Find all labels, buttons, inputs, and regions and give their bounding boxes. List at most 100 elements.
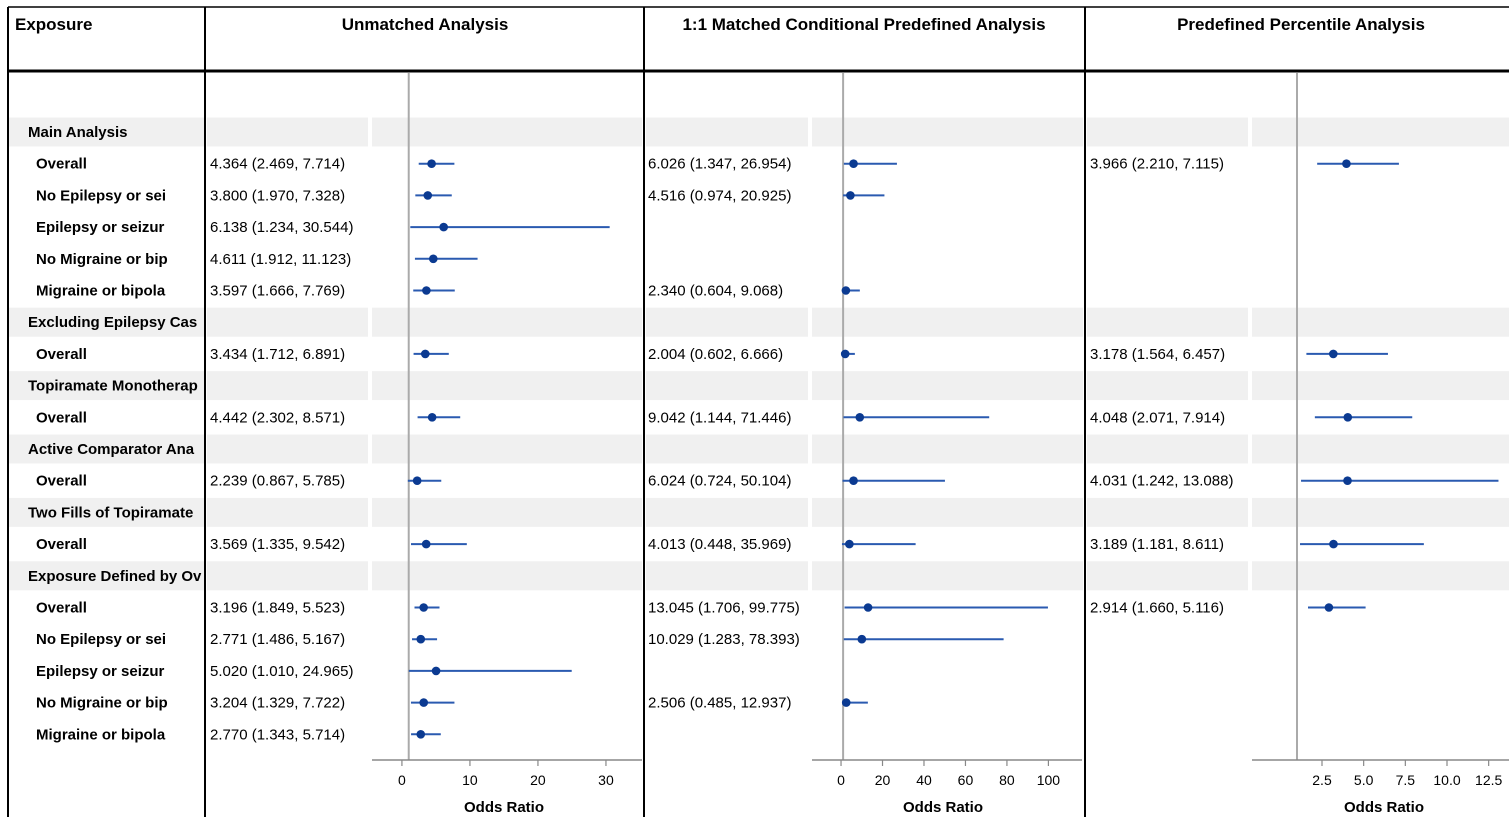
x-tick-label: 30 xyxy=(598,772,614,788)
group-band xyxy=(372,117,642,147)
point-estimate xyxy=(849,159,858,168)
estimate-text: 3.966 (2.210, 7.115) xyxy=(1090,156,1224,173)
point-estimate xyxy=(419,603,428,612)
x-tick-label: 100 xyxy=(1037,772,1061,788)
x-tick-label: 10 xyxy=(462,772,478,788)
estimate-text: 4.442 (2.302, 8.571) xyxy=(210,409,345,426)
x-axis-title: Odds Ratio xyxy=(903,799,983,816)
header-panel-1: Unmatched Analysis xyxy=(342,15,509,34)
point-estimate xyxy=(422,286,431,295)
group-band xyxy=(812,371,1083,401)
row-label: Overall xyxy=(36,409,87,426)
group-band xyxy=(1252,434,1509,464)
estimate-text: 3.189 (1.181, 8.611) xyxy=(1090,536,1224,553)
point-estimate xyxy=(1329,349,1338,359)
x-axis-title: Odds Ratio xyxy=(1344,799,1424,816)
row-label: Overall xyxy=(36,346,87,363)
group-band xyxy=(207,561,368,591)
point-estimate xyxy=(846,191,855,200)
row-label: No Migraine or bip xyxy=(36,695,168,712)
x-tick-label: 10.0 xyxy=(1433,772,1460,788)
point-estimate xyxy=(1343,413,1353,422)
estimate-text: 13.045 (1.706, 99.775) xyxy=(648,600,800,617)
group-band xyxy=(372,307,642,337)
point-estimate xyxy=(863,603,873,612)
point-estimate xyxy=(841,286,851,295)
x-tick-label: 5.0 xyxy=(1354,772,1374,788)
estimate-text: 3.204 (1.329, 7.722) xyxy=(210,695,345,712)
point-estimate xyxy=(427,159,436,168)
group-band xyxy=(207,371,368,401)
estimate-text: 2.771 (1.486, 5.167) xyxy=(210,631,345,648)
group-band xyxy=(372,497,642,527)
estimate-text: 2.770 (1.343, 5.714) xyxy=(210,726,345,743)
group-band xyxy=(812,307,1083,337)
group-band xyxy=(646,371,808,401)
point-estimate xyxy=(439,222,448,232)
estimate-text: 10.029 (1.283, 78.393) xyxy=(648,631,800,648)
group-band xyxy=(1087,497,1248,527)
estimate-text: 3.434 (1.712, 6.891) xyxy=(210,346,345,363)
group-band xyxy=(207,497,368,527)
point-estimate xyxy=(419,698,429,707)
group-band xyxy=(646,117,808,147)
group-band xyxy=(1087,561,1248,591)
group-band xyxy=(9,371,205,401)
point-estimate xyxy=(1329,539,1338,549)
estimate-text: 2.340 (0.604, 9.068) xyxy=(648,283,783,300)
row-label: Epilepsy or seizur xyxy=(36,663,165,680)
point-estimate xyxy=(841,698,851,707)
point-estimate xyxy=(428,254,438,264)
group-label: Exposure Defined by Ov xyxy=(28,568,202,585)
estimate-text: 2.004 (0.602, 6.666) xyxy=(648,346,783,363)
group-band xyxy=(646,497,808,527)
group-band xyxy=(1087,307,1248,337)
group-band xyxy=(372,371,642,401)
group-band xyxy=(1087,434,1248,464)
point-estimate xyxy=(416,730,426,739)
group-band xyxy=(1087,117,1248,147)
group-label: Active Comparator Ana xyxy=(28,441,195,458)
row-label: No Epilepsy or sei xyxy=(36,631,166,648)
group-band xyxy=(1252,371,1509,401)
x-tick-label: 20 xyxy=(875,772,891,788)
point-estimate xyxy=(855,413,865,422)
row-label: No Epilepsy or sei xyxy=(36,187,166,204)
estimate-text: 3.800 (1.970, 7.328) xyxy=(210,187,345,204)
point-estimate xyxy=(412,476,422,486)
point-estimate xyxy=(857,634,867,644)
estimate-text: 3.178 (1.564, 6.457) xyxy=(1090,346,1225,363)
group-label: Main Analysis xyxy=(28,124,127,141)
group-band xyxy=(646,434,808,464)
point-estimate xyxy=(849,476,858,486)
estimate-text: 6.024 (0.724, 50.104) xyxy=(648,473,791,490)
group-band xyxy=(207,307,368,337)
point-estimate xyxy=(840,349,850,359)
group-band xyxy=(372,561,642,591)
header-panel-2: 1:1 Matched Conditional Predefined Analy… xyxy=(682,15,1045,34)
point-estimate xyxy=(423,191,433,200)
estimate-text: 2.506 (0.485, 12.937) xyxy=(648,695,791,712)
x-tick-label: 2.5 xyxy=(1312,772,1332,788)
estimate-text: 4.013 (0.448, 35.969) xyxy=(648,536,791,553)
point-estimate xyxy=(427,413,437,422)
point-estimate xyxy=(1343,476,1352,486)
x-tick-label: 80 xyxy=(999,772,1015,788)
header-exposure: Exposure xyxy=(15,15,92,34)
group-band xyxy=(9,117,205,147)
row-label: Epilepsy or seizur xyxy=(36,219,165,236)
group-label: Topiramate Monotherap xyxy=(28,378,198,395)
x-tick-label: 20 xyxy=(530,772,546,788)
x-axis-title: Odds Ratio xyxy=(464,799,544,816)
estimate-text: 4.364 (2.469, 7.714) xyxy=(210,156,345,173)
estimate-text: 3.597 (1.666, 7.769) xyxy=(210,283,345,300)
row-label: Overall xyxy=(36,473,87,490)
point-estimate xyxy=(1324,603,1334,612)
x-tick-label: 7.5 xyxy=(1396,772,1416,788)
group-band xyxy=(812,497,1083,527)
estimate-text: 2.239 (0.867, 5.785) xyxy=(210,473,345,490)
group-band xyxy=(9,497,205,527)
estimate-text: 4.048 (2.071, 7.914) xyxy=(1090,409,1225,426)
group-band xyxy=(9,307,205,337)
